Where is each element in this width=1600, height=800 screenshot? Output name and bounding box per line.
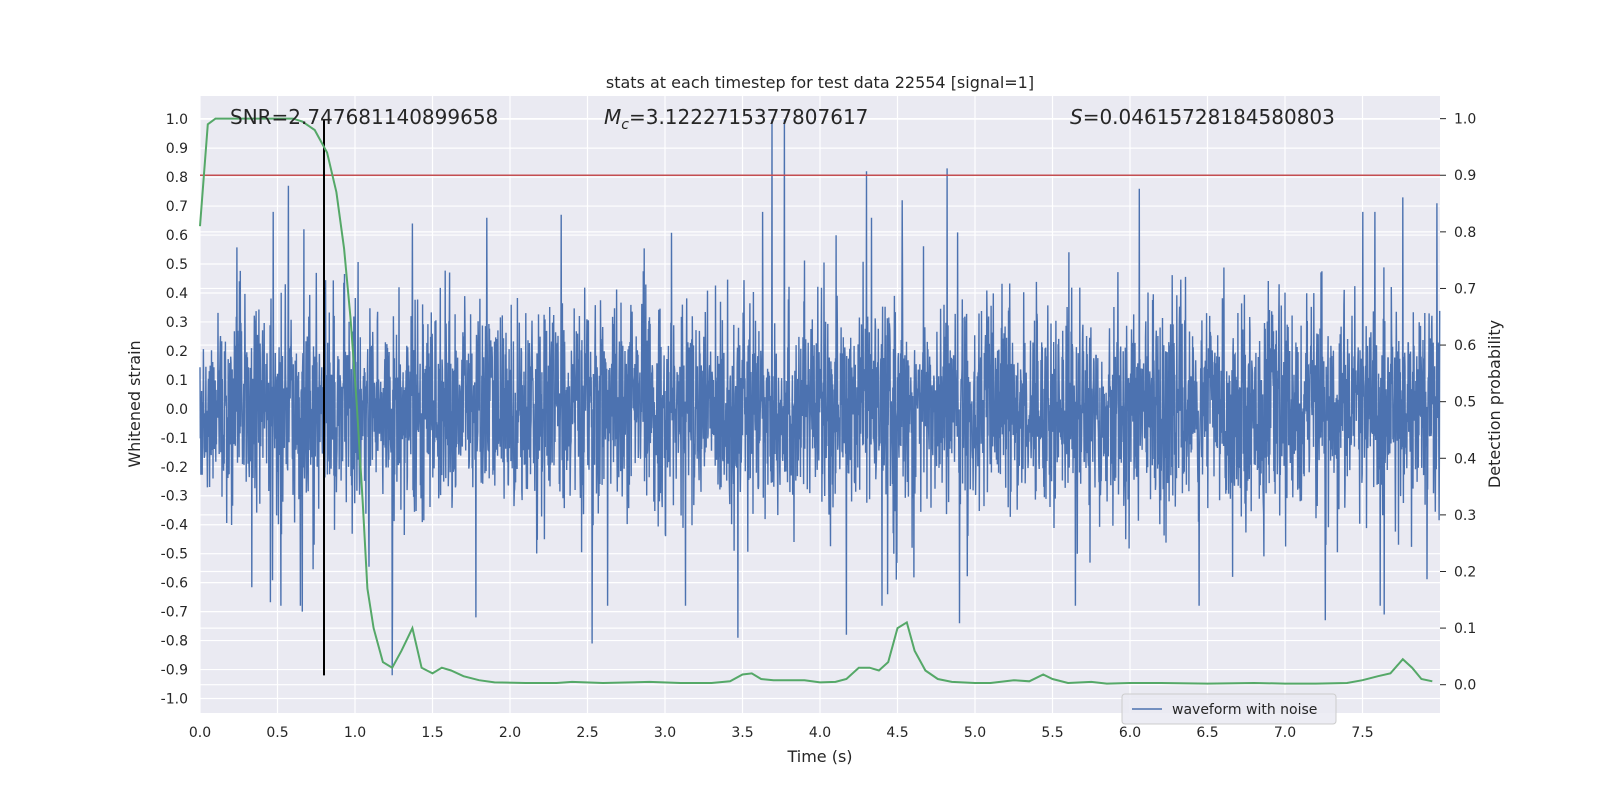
y-tick-label: -1.0 <box>161 692 188 708</box>
x-tick-label: 5.5 <box>1041 725 1063 741</box>
y-tick-label: 0.0 <box>166 402 188 418</box>
legend: waveform with noise <box>1121 693 1337 725</box>
y-tick-label: 0.4 <box>166 286 188 302</box>
y-tick-label: -0.9 <box>161 663 188 679</box>
x-tick-label: 2.5 <box>576 725 598 741</box>
x-tick-label: 6.5 <box>1196 725 1218 741</box>
legend-entry: waveform with noise <box>1172 702 1317 718</box>
s-value: =0.04615728184580803 <box>1083 105 1335 129</box>
x-tick-label: 1.5 <box>421 725 443 741</box>
y-tick-label: -0.1 <box>161 431 188 447</box>
x-tick-label: 3.5 <box>731 725 753 741</box>
x-tick-label: 4.5 <box>886 725 908 741</box>
x-tick-label: 4.0 <box>809 725 831 741</box>
x-tick-label: 0.0 <box>189 725 211 741</box>
y2-axis-label: Detection probability <box>1485 320 1504 488</box>
y-tick-label: 0.8 <box>166 170 188 186</box>
mc-annotation: Mc=3.1222715377807617 <box>604 105 868 133</box>
left-axis: -1.0 -0.9 -0.8 -0.7 -0.6 -0.5 -0.4 -0.3 -0.2 -0.1… <box>161 112 188 707</box>
x-tick-label: 7.5 <box>1351 725 1373 741</box>
legend-box <box>1121 693 1337 725</box>
y-tick-label: 0.1 <box>166 373 188 389</box>
waveform-line <box>199 119 1441 676</box>
y-tick-label: -0.5 <box>161 547 188 563</box>
probability-line <box>199 117 1433 685</box>
y2-tick-label: 0.6 <box>1454 338 1476 354</box>
x-tick-label: 3.0 <box>654 725 676 741</box>
mc-subscript: c <box>621 117 629 133</box>
s-annotation: S=0.04615728184580803 <box>1070 105 1335 129</box>
y2-tick-label: 1.0 <box>1454 112 1476 128</box>
mc-value: =3.1222715377807617 <box>629 105 868 129</box>
y2-tick-label: 0.1 <box>1454 621 1476 637</box>
x-tick-label: 1.0 <box>344 725 366 741</box>
x-tick-label: 6.0 <box>1119 725 1141 741</box>
chart-title: stats at each timestep for test data 225… <box>606 73 1034 92</box>
y-tick-label: -0.2 <box>161 460 188 476</box>
x-axis-label: Time (s) <box>786 747 852 766</box>
y-tick-label: -0.6 <box>161 576 188 592</box>
y-tick-label: 0.9 <box>166 141 188 157</box>
y-tick-label: -0.7 <box>161 605 188 621</box>
s-symbol: S <box>1070 105 1083 129</box>
x-tick-label: 5.0 <box>964 725 986 741</box>
overlays <box>199 117 1440 685</box>
y-tick-label: -0.3 <box>161 489 188 505</box>
y-tick-label: 0.3 <box>166 315 188 331</box>
y-tick-label: -0.8 <box>161 634 188 650</box>
y-tick-label: 0.2 <box>166 344 188 360</box>
x-tick-label: 7.0 <box>1274 725 1296 741</box>
y-tick-label: 1.0 <box>166 112 188 128</box>
y2-tick-label: 0.2 <box>1454 564 1476 580</box>
y-tick-label: 0.7 <box>166 199 188 215</box>
y-tick-label: 0.5 <box>166 257 188 273</box>
y2-tick-label: 0.4 <box>1454 451 1476 467</box>
right-axis: 0.0 0.1 0.2 0.3 0.4 0.5 0.6 0.7 0.8 0.9 1.0 <box>1440 112 1476 694</box>
y2-tick-label: 0.5 <box>1454 395 1476 411</box>
y2-tick-label: 0.7 <box>1454 281 1476 297</box>
y-axis-label: Whitened strain <box>125 340 144 467</box>
waveform-series <box>199 119 1441 676</box>
mc-symbol: M <box>604 105 621 129</box>
y2-tick-label: 0.9 <box>1454 168 1476 184</box>
x-tick-label: 0.5 <box>266 725 288 741</box>
x-tick-label: 2.0 <box>499 725 521 741</box>
y-tick-label: -0.4 <box>161 518 188 534</box>
y2-tick-label: 0.3 <box>1454 508 1476 524</box>
snr-annotation: SNR=2.747681140899658 <box>230 105 498 129</box>
y-tick-label: 0.6 <box>166 228 188 244</box>
y2-tick-label: 0.8 <box>1454 225 1476 241</box>
x-axis: 0.0 0.5 1.0 1.5 2.0 2.5 3.0 3.5 4.0 4.5 5.0 5.5 6.0 6… <box>189 725 1374 741</box>
y2-tick-label: 0.0 <box>1454 678 1476 694</box>
